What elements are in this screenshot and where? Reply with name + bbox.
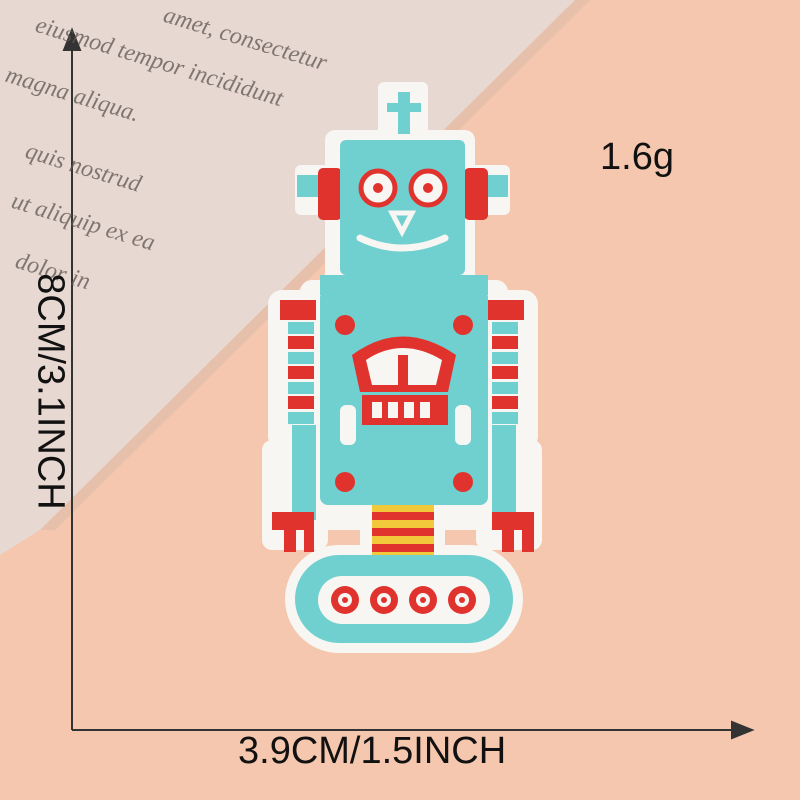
weight-label: 1.6g [600, 136, 674, 178]
measure-arrows [62, 27, 755, 740]
width-dimension-label: 3.9CM/1.5INCH [238, 730, 507, 772]
robot-patch [262, 82, 542, 653]
arrow-up-icon [62, 27, 82, 51]
arrow-right-icon [731, 720, 755, 740]
height-dimension-label: 8CM/3.1INCH [29, 273, 72, 510]
